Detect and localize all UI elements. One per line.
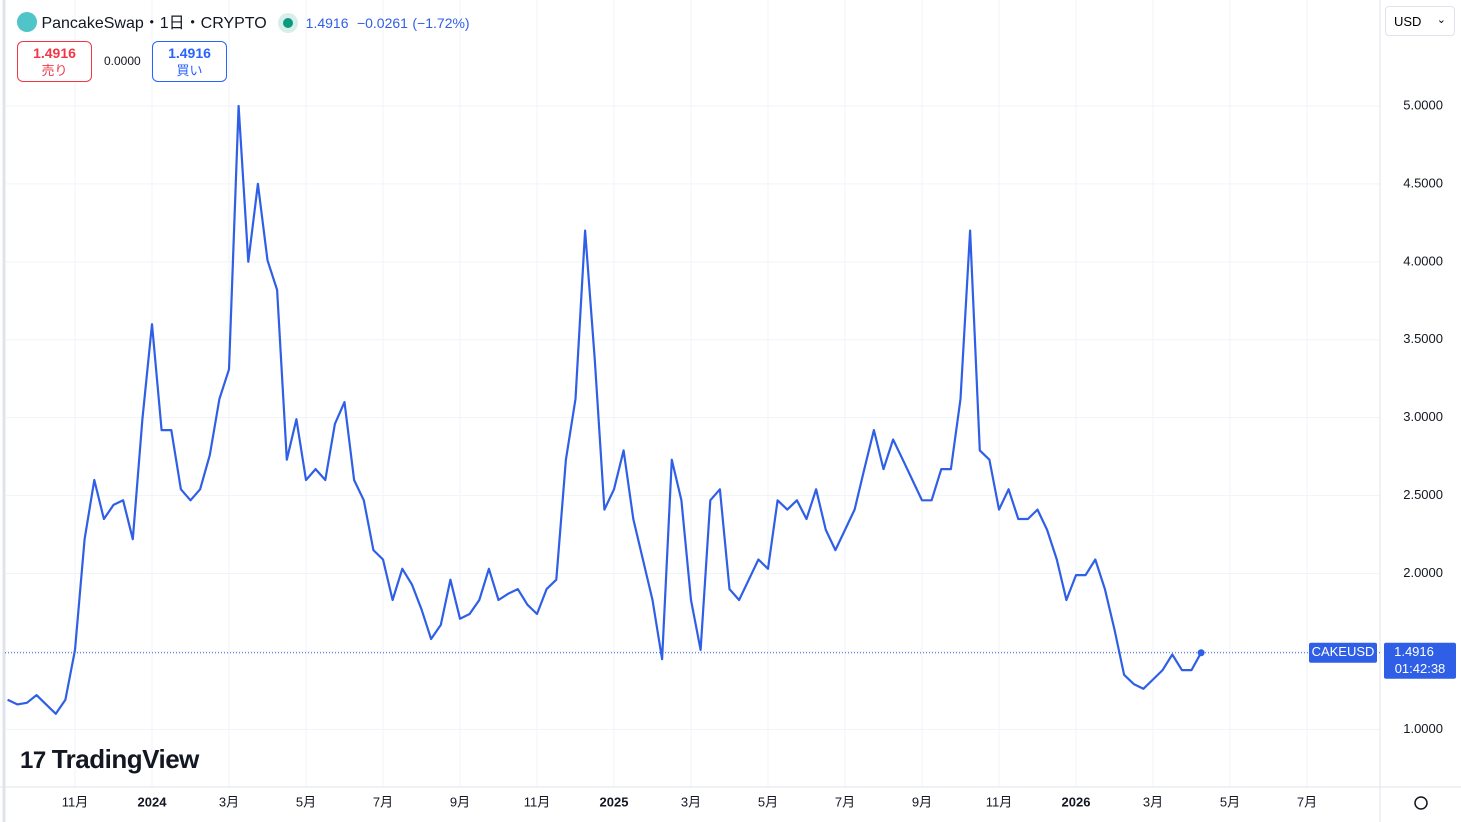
sell-button[interactable]: 1.4916 売り [17,41,92,82]
change-pct: (−1.72%) [412,15,470,31]
x-tick-label: 9月 [912,794,932,809]
x-tick-label: 5月 [758,794,778,809]
symbol[interactable]: PancakeSwap・1日・CRYPTO [41,15,267,32]
currency: USD [1394,14,1422,29]
x-tick-label: 2024 [138,794,168,809]
sell-label: 売り [41,63,68,78]
x-tick-label: 3月 [681,794,701,809]
status-dot [283,18,294,28]
spread: 0.0000 [104,54,141,68]
logo: 17 TradingView [20,744,199,775]
symbol-tag [1309,642,1377,663]
x-tick-label: 2026 [1062,794,1091,809]
symbol-row: PancakeSwap・1日・CRYPTO 1.4916 −0.0261 (−1… [17,9,470,33]
x-tick-label: 5月 [296,794,316,809]
symbol-tag-text: CAKEUSD [1312,644,1375,659]
sell-price: 1.4916 [33,45,76,61]
buy-button[interactable]: 1.4916 買い [152,41,227,82]
x-tick-label: 11月 [62,794,89,809]
price-tag [1384,642,1456,679]
price-line [7,104,1203,715]
x-tick-label: 2025 [600,794,629,809]
y-tick-label: 3.0000 [1403,409,1443,424]
change: −0.0261 [356,15,408,31]
x-tick-label: 5月 [1220,794,1240,809]
y-tick-label: 2.0000 [1403,565,1443,580]
logo-text: TradingView [51,744,200,774]
x-tick-label: 3月 [1143,794,1163,809]
x-tick-label: 7月 [373,794,393,809]
y-tick-label: 1.0000 [1403,721,1443,736]
price-tag-countdown: 01:42:38 [1395,661,1446,676]
caret: ⌄ [1436,14,1446,26]
price-tag-value: 1.4916 [1394,644,1434,659]
y-tick-label: 4.0000 [1403,253,1443,268]
price: 1.4916 [305,15,349,31]
coin-icon [17,12,37,32]
x-tick-label: 3月 [219,794,239,809]
y-tick-label: 5.0000 [1403,97,1443,112]
y-tick-label: 4.5000 [1403,175,1443,190]
x-tick-label: 11月 [524,794,551,809]
y-tick-label: 2.5000 [1403,487,1443,502]
buy-price: 1.4916 [168,45,211,61]
x-tick-label: 7月 [1297,794,1317,809]
last-point [1197,649,1205,657]
x-tick-label: 9月 [450,794,470,809]
settings-icon [1414,796,1428,810]
x-tick-label: 7月 [835,794,855,809]
buy-label: 買い [176,63,203,78]
logo-icon: 17 [20,747,46,774]
x-tick-label: 11月 [986,794,1013,809]
y-tick-label: 3.5000 [1403,331,1443,346]
currency-select[interactable]: USD ⌄ [1385,6,1455,36]
